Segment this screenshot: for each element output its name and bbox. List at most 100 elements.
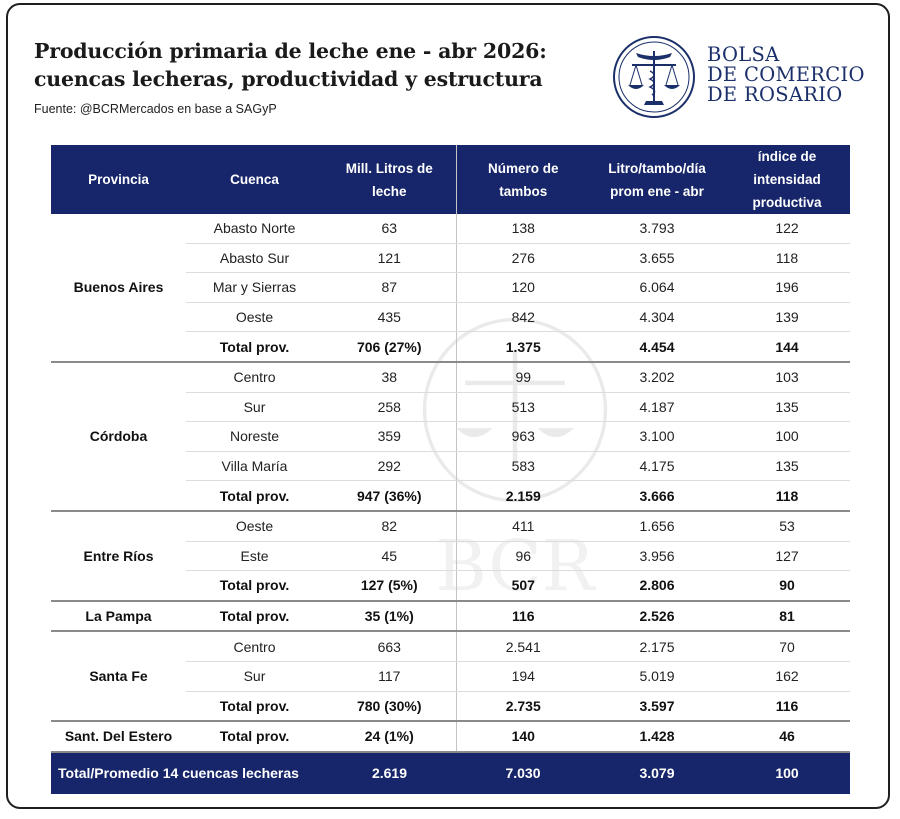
cell-indice: 118 bbox=[724, 243, 850, 274]
cell-cuenca: Sur bbox=[186, 661, 323, 692]
cell-litros: 35 (1%) bbox=[323, 600, 456, 633]
table-row-total: La Pampa Total prov. 35 (1%) 116 2.526 81 bbox=[51, 600, 850, 633]
cell-cuenca: Abasto Sur bbox=[186, 243, 323, 274]
cell-tambos: 140 bbox=[455, 721, 590, 753]
logo-line-1: BOLSA bbox=[707, 43, 780, 66]
cell-litros: 947 (36%) bbox=[323, 480, 456, 512]
table-header-row: Provincia Cuenca Mill. Litros de leche N… bbox=[51, 145, 850, 214]
cell-indice: 127 bbox=[724, 541, 850, 572]
cell-litros: 82 bbox=[323, 510, 456, 542]
table-row: Santa Fe Centro 663 2.541 2.175 70 bbox=[51, 631, 850, 723]
footer-label: Total/Promedio 14 cuencas lecheras bbox=[51, 751, 323, 794]
table-row: Sur 258 513 4.187 135 bbox=[51, 392, 850, 423]
cell-litros: 359 bbox=[323, 421, 456, 452]
source-note: Fuente: @BCRMercados en base a SAGyP bbox=[34, 102, 277, 116]
cell-indice: 135 bbox=[724, 392, 850, 423]
cell-cuenca: Centro bbox=[186, 361, 323, 393]
bcr-emblem-icon bbox=[613, 36, 695, 118]
table-row-total: Total prov. 127 (5%) 507 2.806 90 bbox=[51, 570, 850, 602]
table-row: Noreste 359 963 3.100 100 bbox=[51, 421, 850, 452]
cell-tambos: 842 bbox=[455, 302, 590, 333]
logo-line-3: DE ROSARIO bbox=[707, 83, 843, 106]
table-row: Mar y Sierras 87 120 6.064 196 bbox=[51, 272, 850, 303]
table-row: Abasto Sur 121 276 3.655 118 bbox=[51, 243, 850, 274]
cell-tambos: 276 bbox=[455, 243, 590, 274]
table-row-total: Total prov. 947 (36%) 2.159 3.666 118 bbox=[51, 480, 850, 512]
cell-provincia: Santa Fe bbox=[51, 631, 186, 723]
title-line-2: cuencas lecheras, productividad y estruc… bbox=[34, 67, 543, 91]
cell-provincia: La Pampa bbox=[51, 600, 186, 633]
cell-litro-tambo: 3.597 bbox=[590, 691, 724, 723]
cell-cuenca: Total prov. bbox=[186, 570, 323, 602]
cell-cuenca: Abasto Norte bbox=[186, 214, 323, 244]
header-litro-tambo: Litro/tambo/día prom ene - abr bbox=[590, 145, 724, 214]
footer-tambos: 7.030 bbox=[456, 751, 590, 794]
cell-litros: 117 bbox=[323, 661, 456, 692]
table-row: Sur 117 194 5.019 162 bbox=[51, 661, 850, 692]
cell-litro-tambo: 4.175 bbox=[590, 451, 724, 482]
footer-row: Total/Promedio 14 cuencas lecheras 2.619… bbox=[51, 751, 850, 794]
cell-tambos: 583 bbox=[455, 451, 590, 482]
cell-cuenca: Total prov. bbox=[186, 691, 323, 723]
cell-indice: 196 bbox=[724, 272, 850, 303]
cell-provincia: Córdoba bbox=[51, 361, 186, 512]
cell-indice: 81 bbox=[724, 600, 850, 633]
cell-litros: 663 bbox=[323, 631, 456, 662]
cell-cuenca: Total prov. bbox=[186, 480, 323, 512]
cell-cuenca: Total prov. bbox=[186, 600, 323, 633]
cell-litros: 706 (27%) bbox=[323, 331, 456, 363]
cell-tambos: 99 bbox=[455, 361, 590, 393]
milk-production-table: Provincia Cuenca Mill. Litros de leche N… bbox=[51, 145, 850, 794]
cell-provincia: Buenos Aires bbox=[51, 214, 186, 363]
header-tambos: Número de tambos bbox=[455, 145, 590, 214]
cell-litros: 435 bbox=[323, 302, 456, 333]
cell-cuenca: Total prov. bbox=[186, 721, 323, 753]
cell-litro-tambo: 3.202 bbox=[590, 361, 724, 393]
table-row-total: Total prov. 706 (27%) 1.375 4.454 144 bbox=[51, 331, 850, 363]
cell-litro-tambo: 5.019 bbox=[590, 661, 724, 692]
cell-litro-tambo: 4.187 bbox=[590, 392, 724, 423]
cell-litro-tambo: 2.806 bbox=[590, 570, 724, 602]
cell-litros: 24 (1%) bbox=[323, 721, 456, 753]
cell-cuenca: Oeste bbox=[186, 510, 323, 542]
cell-tambos: 120 bbox=[455, 272, 590, 303]
cell-tambos: 116 bbox=[455, 600, 590, 633]
cell-indice: 70 bbox=[724, 631, 850, 662]
table-row-total: Sant. Del Estero Total prov. 24 (1%) 140 1.4… bbox=[51, 721, 850, 753]
table-row: Entre Ríos Oeste 82 411 1.656 53 bbox=[51, 510, 850, 602]
table-body: Buenos Aires Abasto Norte 63 138 3.793 122 Aba… bbox=[51, 214, 850, 753]
cell-tambos: 2.735 bbox=[455, 691, 590, 723]
cell-cuenca: Villa María bbox=[186, 451, 323, 482]
table-row: Buenos Aires Abasto Norte 63 138 3.793 122 bbox=[51, 214, 850, 363]
table-row: Córdoba Centro 38 99 3.202 103 bbox=[51, 361, 850, 512]
cell-provincia: Sant. Del Estero bbox=[51, 721, 186, 753]
bcr-logo: BOLSA DE COMERCIO DE ROSARIO bbox=[612, 35, 872, 121]
cell-litro-tambo: 2.175 bbox=[590, 631, 724, 662]
cell-indice: 100 bbox=[724, 421, 850, 452]
cell-litro-tambo: 3.100 bbox=[590, 421, 724, 452]
cell-tambos: 2.541 bbox=[455, 631, 590, 662]
cell-litro-tambo: 3.655 bbox=[590, 243, 724, 274]
footer-litros: 2.619 bbox=[323, 751, 456, 794]
cell-litros: 292 bbox=[323, 451, 456, 482]
cell-litros: 45 bbox=[323, 541, 456, 572]
cell-indice: 103 bbox=[724, 361, 850, 393]
table-row: Este 45 96 3.956 127 bbox=[51, 541, 850, 572]
header-cuenca: Cuenca bbox=[186, 145, 323, 214]
cell-indice: 139 bbox=[724, 302, 850, 333]
cell-litro-tambo: 3.793 bbox=[590, 214, 724, 244]
header-litros: Mill. Litros de leche bbox=[323, 145, 456, 214]
cell-cuenca: Noreste bbox=[186, 421, 323, 452]
table-row-total: Total prov. 780 (30%) 2.735 3.597 116 bbox=[51, 691, 850, 723]
cell-litro-tambo: 1.428 bbox=[590, 721, 724, 753]
footer-indice: 100 bbox=[724, 751, 850, 794]
title-line-1: Producción primaria de leche ene - abr 2… bbox=[34, 39, 547, 63]
cell-litro-tambo: 3.956 bbox=[590, 541, 724, 572]
cell-cuenca: Centro bbox=[186, 631, 323, 662]
cell-indice: 90 bbox=[724, 570, 850, 602]
cell-litro-tambo: 4.454 bbox=[590, 331, 724, 363]
bcr-logo-text: BOLSA DE COMERCIO DE ROSARIO bbox=[707, 45, 865, 105]
header-provincia: Provincia bbox=[51, 145, 186, 214]
cell-tambos: 194 bbox=[455, 661, 590, 692]
cell-indice: 122 bbox=[724, 214, 850, 244]
